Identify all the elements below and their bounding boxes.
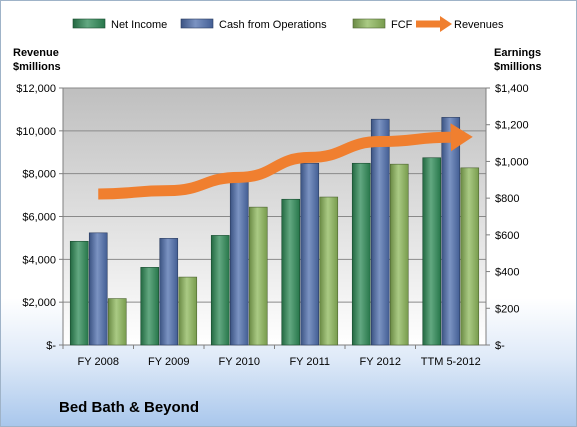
bar-cash-from-operations: [441, 117, 461, 346]
bar-fcf: [248, 206, 268, 346]
legend-swatch: [180, 18, 214, 29]
bar-net-income: [281, 198, 301, 346]
revenue-line: [98, 131, 451, 200]
legend-swatch-arrow: [440, 16, 452, 32]
x-tick-label: FY 2011: [289, 356, 330, 368]
left-axis-title-line2: $millions: [13, 61, 61, 73]
bar-net-income: [69, 240, 89, 346]
left-tick-label: $12,000: [16, 83, 56, 95]
bar-cash-from-operations: [88, 232, 108, 346]
bar-net-income: [140, 267, 160, 346]
right-tick-label: $400: [495, 267, 519, 279]
left-tick-label: $-: [46, 340, 56, 352]
legend-label: Cash from Operations: [219, 19, 327, 31]
x-tick-label: TTM 5-2012: [421, 356, 481, 368]
left-axis-title: Revenue $millions: [13, 46, 61, 74]
bar-fcf: [178, 276, 198, 346]
x-tick-label: FY 2008: [78, 356, 119, 368]
left-tick-label: $8,000: [22, 169, 56, 181]
left-axis-title-line1: Revenue: [13, 47, 59, 59]
bar-fcf: [389, 163, 409, 346]
left-tick-label: $2,000: [22, 297, 56, 309]
left-tick-label: $4,000: [22, 254, 56, 266]
bar-net-income: [351, 162, 371, 346]
bar-fcf: [107, 298, 127, 346]
bar-net-income: [422, 157, 442, 346]
bar-cash-from-operations: [300, 162, 320, 346]
legend-label: FCF: [391, 19, 413, 31]
company-name: Bed Bath & Beyond: [59, 399, 200, 416]
right-axis-title-line1: Earnings: [494, 47, 542, 59]
right-tick-label: $1,400: [495, 83, 529, 95]
legend-label: Net Income: [111, 19, 167, 31]
right-tick-label: $600: [495, 230, 519, 242]
x-tick-label: FY 2012: [360, 356, 401, 368]
legend-swatch: [72, 18, 106, 29]
revenue-arrowhead: [450, 123, 473, 152]
bar-cash-from-operations: [159, 238, 179, 346]
bar-cash-from-operations: [229, 177, 249, 346]
legend-swatch: [352, 18, 386, 29]
bar-fcf: [460, 167, 480, 346]
right-tick-label: $-: [495, 340, 505, 352]
right-tick-label: $1,200: [495, 120, 529, 132]
bar-fcf: [319, 196, 339, 346]
legend-label: Revenues: [454, 19, 504, 31]
right-axis-title-line2: $millions: [494, 61, 542, 73]
left-tick-label: $10,000: [16, 126, 56, 138]
left-tick-label: $6,000: [22, 212, 56, 224]
right-tick-label: $1,000: [495, 156, 529, 168]
x-tick-label: FY 2010: [219, 356, 260, 368]
right-tick-label: $200: [495, 303, 519, 315]
bar-net-income: [210, 235, 230, 346]
bar-cash-from-operations: [370, 118, 390, 346]
right-axis-title: Earnings $millions: [494, 46, 542, 74]
x-tick-label: FY 2009: [148, 356, 189, 368]
right-tick-label: $800: [495, 193, 519, 205]
